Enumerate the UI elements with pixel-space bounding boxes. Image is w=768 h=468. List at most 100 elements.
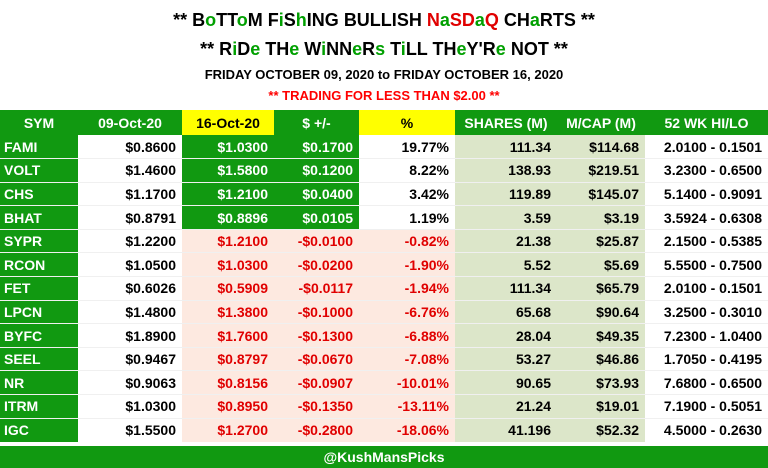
change-cell: -$0.0100 bbox=[274, 228, 359, 253]
title-fragment: M bbox=[247, 10, 268, 30]
shares-cell: 119.89 bbox=[455, 181, 557, 206]
percent-cell: -0.82% bbox=[359, 228, 455, 253]
title-fragment: SD bbox=[449, 10, 475, 30]
title-fragment: e bbox=[495, 39, 506, 59]
title-fragment: Q bbox=[484, 10, 504, 30]
title-fragment: s bbox=[375, 39, 386, 59]
shares-cell: 5.52 bbox=[455, 252, 557, 277]
curr-price-cell: $1.5800 bbox=[182, 158, 274, 183]
title-fragment: i bbox=[278, 10, 284, 30]
col-header-change: $ +/- bbox=[274, 110, 359, 135]
prev-price-cell: $0.6026 bbox=[78, 276, 182, 301]
title-fragment: T bbox=[385, 39, 401, 59]
prev-price-cell: $1.4800 bbox=[78, 299, 182, 324]
mcap-cell: $49.35 bbox=[557, 323, 645, 348]
curr-price-cell: $0.5909 bbox=[182, 276, 274, 301]
footer-handle: @KushMansPicks bbox=[0, 446, 768, 468]
mcap-cell: $46.86 bbox=[557, 346, 645, 371]
hilo-cell: 3.5924 - 0.6308 bbox=[645, 205, 768, 230]
title-fragment: e bbox=[289, 39, 300, 59]
title-fragment: N bbox=[311, 10, 325, 30]
table-row: NR $0.9063 $0.8156 -$0.0907 -10.01% 90.65 $73.… bbox=[0, 370, 768, 395]
title-fragment: W bbox=[299, 39, 322, 59]
prev-price-cell: $1.2200 bbox=[78, 228, 182, 253]
title-fragment: TT bbox=[216, 10, 237, 30]
table-row: CHS $1.1700 $1.2100 $0.0400 3.42% 119.89 $145.… bbox=[0, 181, 768, 206]
percent-cell: -1.90% bbox=[359, 252, 455, 277]
mcap-cell: $145.07 bbox=[557, 181, 645, 206]
col-header-hilo: 52 WK HI/LO bbox=[645, 110, 768, 135]
title-fragment: i bbox=[400, 39, 406, 59]
title-fragment: i bbox=[232, 39, 238, 59]
hilo-cell: 3.2300 - 0.6500 bbox=[645, 158, 768, 183]
percent-cell: 8.22% bbox=[359, 158, 455, 183]
title-fragment: a bbox=[474, 10, 485, 30]
symbol-cell: BHAT bbox=[0, 205, 78, 230]
change-cell: $0.0105 bbox=[274, 205, 359, 230]
shares-cell: 90.65 bbox=[455, 370, 557, 395]
col-header-mcap: M/CAP (M) bbox=[557, 110, 645, 135]
percent-cell: -6.76% bbox=[359, 299, 455, 324]
title-fragment: e bbox=[456, 39, 467, 59]
curr-price-cell: $0.8950 bbox=[182, 394, 274, 419]
title-fragment: S bbox=[396, 10, 409, 30]
shares-cell: 21.24 bbox=[455, 394, 557, 419]
table-header-row: SYM 09-Oct-20 16-Oct-20 $ +/- % SHARES (… bbox=[0, 110, 768, 135]
change-cell: -$0.0670 bbox=[274, 346, 359, 371]
title-fragment: h bbox=[295, 10, 307, 30]
mcap-cell: $3.19 bbox=[557, 205, 645, 230]
table-row: SYPR $1.2200 $1.2100 -$0.0100 -0.82% 21.38 $25… bbox=[0, 228, 768, 253]
title-fragment: ** bbox=[173, 10, 193, 30]
curr-price-cell: $1.2700 bbox=[182, 417, 274, 442]
symbol-cell: VOLT bbox=[0, 158, 78, 183]
table-row: FAMI $0.8600 $1.0300 $0.1700 19.77% 111.34 $11… bbox=[0, 135, 768, 159]
change-cell: -$0.2800 bbox=[274, 417, 359, 442]
title-fragment: e bbox=[352, 39, 363, 59]
symbol-cell: NR bbox=[0, 370, 78, 395]
col-header-sym: SYM bbox=[0, 110, 78, 135]
table-row: ITRM $1.0300 $0.8950 -$0.1350 -13.11% 21.24 $1… bbox=[0, 394, 768, 419]
symbol-cell: IGC bbox=[0, 417, 78, 442]
prev-price-cell: $1.5500 bbox=[78, 417, 182, 442]
hilo-cell: 3.2500 - 0.3010 bbox=[645, 299, 768, 324]
title-fragment: RTS ** bbox=[539, 10, 595, 30]
mcap-cell: $65.79 bbox=[557, 276, 645, 301]
mcap-cell: $52.32 bbox=[557, 417, 645, 442]
symbol-cell: ITRM bbox=[0, 394, 78, 419]
hilo-cell: 7.6800 - 0.6500 bbox=[645, 370, 768, 395]
symbol-cell: SEEL bbox=[0, 346, 78, 371]
hilo-cell: 5.1400 - 0.9091 bbox=[645, 181, 768, 206]
title-fragment: F bbox=[267, 10, 279, 30]
mcap-cell: $114.68 bbox=[557, 135, 645, 159]
title-fragment: TH bbox=[260, 39, 290, 59]
percent-cell: 19.77% bbox=[359, 135, 455, 159]
change-cell: -$0.0200 bbox=[274, 252, 359, 277]
table-row: SEEL $0.9467 $0.8797 -$0.0670 -7.08% 53.27 $46… bbox=[0, 346, 768, 371]
mcap-cell: $25.87 bbox=[557, 228, 645, 253]
symbol-cell: FAMI bbox=[0, 135, 78, 159]
title-fragment: B bbox=[192, 10, 206, 30]
mcap-cell: $19.01 bbox=[557, 394, 645, 419]
title-fragment: NN bbox=[326, 39, 353, 59]
change-cell: -$0.0117 bbox=[274, 276, 359, 301]
prev-price-cell: $1.0300 bbox=[78, 394, 182, 419]
change-cell: $0.1200 bbox=[274, 158, 359, 183]
symbol-cell: RCON bbox=[0, 252, 78, 277]
title-fragment: R bbox=[362, 39, 376, 59]
title-fragment: i bbox=[321, 39, 327, 59]
shares-cell: 53.27 bbox=[455, 346, 557, 371]
change-cell: -$0.1300 bbox=[274, 323, 359, 348]
col-header-percent: % bbox=[359, 110, 455, 135]
curr-price-cell: $1.2100 bbox=[182, 181, 274, 206]
curr-price-cell: $0.8797 bbox=[182, 346, 274, 371]
percent-cell: -1.94% bbox=[359, 276, 455, 301]
symbol-cell: CHS bbox=[0, 181, 78, 206]
col-header-curr-date: 16-Oct-20 bbox=[182, 110, 274, 135]
title-line-2: ** RiDe THe WiNNeRs TiLL THeY'Re NOT ** bbox=[0, 35, 768, 63]
hilo-cell: 5.5500 - 0.7500 bbox=[645, 252, 768, 277]
shares-cell: 3.59 bbox=[455, 205, 557, 230]
mcap-cell: $219.51 bbox=[557, 158, 645, 183]
shares-cell: 41.196 bbox=[455, 417, 557, 442]
title-fragment: ** R bbox=[200, 39, 233, 59]
symbol-cell: BYFC bbox=[0, 323, 78, 348]
